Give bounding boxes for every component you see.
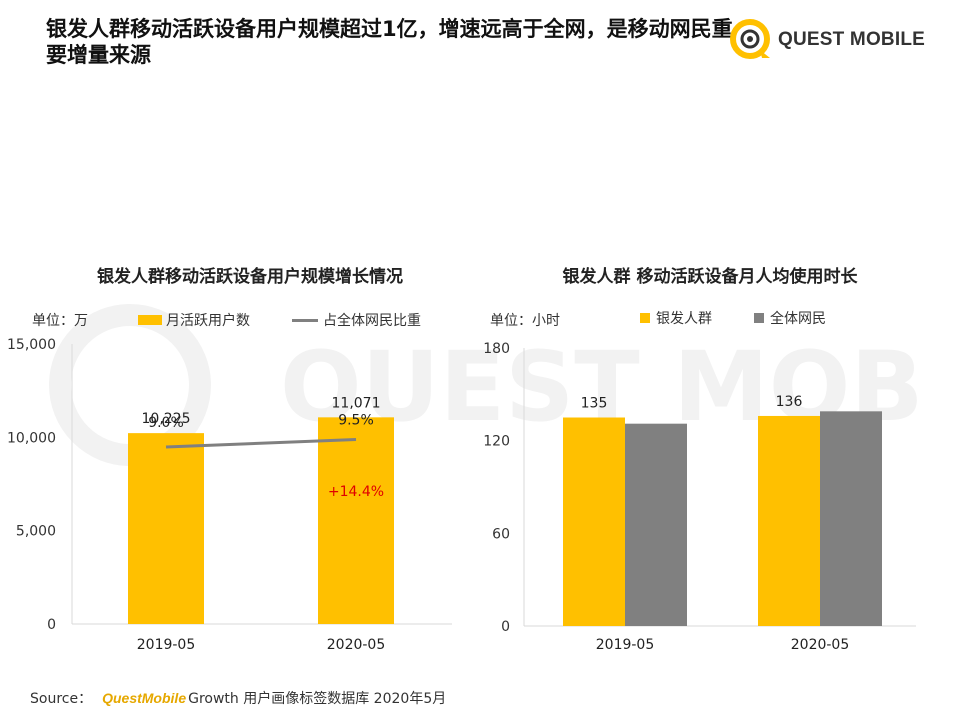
left-y-tick-label: 5,000 — [16, 524, 56, 540]
source-brand: QuestMobile — [102, 690, 187, 706]
ratio-value-label: 9.5% — [338, 413, 374, 429]
left-y-tick-label: 0 — [47, 617, 56, 633]
ratio-line — [165, 438, 357, 449]
legend-label-ratio: 占全体网民比重 — [323, 313, 421, 329]
legend-swatch-line — [292, 318, 318, 322]
right-bar-value-label: 136 — [776, 394, 803, 410]
left-chart: 0 5,000 10,000 15,000 10,225 2019-05 11,071 202… — [7, 337, 452, 653]
right-unit-label: 单位：小时 — [490, 313, 560, 329]
legend-label-silver: 银发人群 — [656, 311, 712, 327]
legend-item-all: 全体网民 — [754, 308, 826, 328]
right-bar-silver — [563, 417, 625, 626]
right-chart-title: 银发人群 移动活跃设备月人均使用时长 — [562, 267, 858, 287]
legend-item-ratio: 占全体网民比重 — [292, 310, 421, 330]
left-y-tick-label: 15,000 — [7, 337, 56, 353]
legend-swatch-silver — [640, 313, 650, 323]
left-x-tick-label: 2020-05 — [327, 637, 386, 653]
legend-item-mau: 月活跃用户数 — [138, 310, 250, 330]
left-chart-title: 银发人群移动活跃设备用户规模增长情况 — [97, 267, 403, 287]
left-bar — [318, 417, 394, 624]
legend-label-all: 全体网民 — [770, 311, 826, 327]
left-x-tick-label: 2019-05 — [137, 637, 196, 653]
left-bar-value-label: 10,225 — [142, 411, 191, 427]
legend-label-mau: 月活跃用户数 — [166, 313, 250, 329]
left-bar — [128, 433, 204, 624]
legend-swatch-all — [754, 313, 764, 323]
right-bar-value-label: 135 — [581, 396, 608, 412]
ratio-value-label: 9.0% — [148, 415, 184, 431]
page-title: 银发人群移动活跃设备用户规模超过1亿，增速远高于全网，是移动网民重要增量来源 — [46, 17, 733, 67]
brand-logo: QUEST MOBILE — [726, 14, 936, 64]
source-label: Source： — [30, 691, 93, 707]
right-chart: 0 60 120 180 135 2019-05 136 2020-05 — [483, 341, 916, 653]
left-unit-label: 单位：万 — [32, 313, 88, 329]
source-note: Source： QuestMobile Growth 用户画像标签数据库 2020年… — [30, 688, 446, 708]
right-x-tick-label: 2019-05 — [596, 637, 655, 653]
right-bar-silver — [758, 415, 820, 626]
left-y-tick-label: 10,000 — [7, 430, 56, 446]
right-y-tick-label: 120 — [483, 434, 510, 450]
right-y-tick-label: 60 — [492, 526, 510, 542]
quest-mobile-logo-icon — [730, 19, 770, 59]
right-bar-all — [820, 411, 882, 626]
left-bar-value-label: 11,071 — [332, 395, 381, 411]
source-text: Growth 用户画像标签数据库 2020年5月 — [188, 691, 447, 707]
right-x-tick-label: 2020-05 — [791, 637, 850, 653]
logo-text: QUEST MOBILE — [778, 29, 926, 50]
legend-item-silver: 银发人群 — [640, 308, 712, 328]
legend-swatch-bar — [138, 315, 162, 325]
right-y-tick-label: 180 — [483, 341, 510, 357]
growth-annotation: +14.4% — [328, 484, 384, 500]
right-y-tick-label: 0 — [501, 619, 510, 635]
right-bar-all — [625, 423, 687, 626]
